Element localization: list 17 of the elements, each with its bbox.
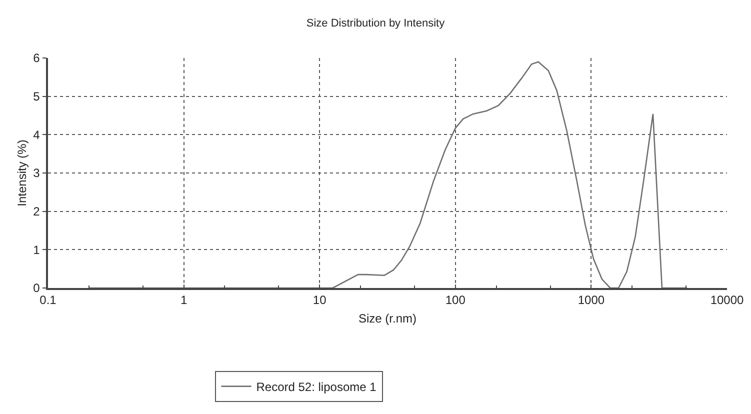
y-axis-title: Intensity (%) [14,140,29,206]
x-tick-label: 100 [445,293,466,308]
y-tick-label: 4 [33,128,40,142]
x-tick-label: 1000 [578,293,605,308]
y-tick-label: 3 [33,166,40,180]
y-tick-label: 0 [33,281,40,296]
x-tick-label: 10000 [710,293,744,308]
y-tick-label: 2 [33,204,40,219]
x-tick-label: 10 [312,293,327,308]
x-axis-title: Size (r.nm) [358,312,417,326]
legend-label: Record 52: liposome 1 [256,380,377,394]
y-tick-label: 5 [33,90,40,104]
chart-title: Size Distribution by Intensity [306,17,446,30]
x-tick-label: 0.1 [40,293,57,308]
x-tick-label: 1 [180,293,188,308]
y-tick-label: 6 [33,51,40,66]
y-tick-label: 1 [33,242,40,257]
